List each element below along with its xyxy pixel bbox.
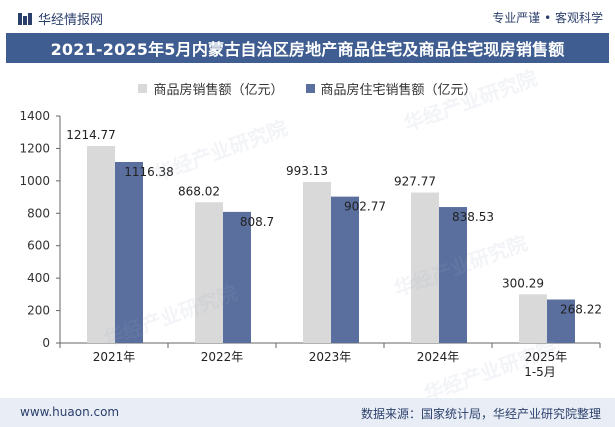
top-bar: 华经情报网 专业严谨 • 客观科学 [0,0,615,33]
data-label: 808.7 [240,215,274,229]
x-tick-label: 1-5月 [524,365,556,379]
legend-swatch-series2 [305,83,315,93]
x-tick-label: 2024年 [417,350,460,364]
y-tick-label: 1400 [19,109,50,123]
footer-source: 数据来源：国家统计局，华经产业研究院整理 [360,407,601,421]
legend-label-series1: 商品房销售额（亿元） [153,82,284,98]
legend-label-series2: 商品房住宅销售额（亿元） [320,82,477,98]
legend-item-series2[interactable]: 商品房住宅销售额（亿元） [305,78,477,98]
x-tick-label: 2022年 [201,350,244,364]
y-tick-label: 400 [27,271,50,285]
legend: 商品房销售额（亿元） 商品房住宅销售额（亿元） [0,78,615,98]
data-label: 268.22 [560,303,602,317]
bar-sales [87,146,115,343]
bar-residential [223,211,251,343]
logo[interactable]: 华经情报网 [18,9,103,28]
data-label: 902.77 [344,200,386,214]
slogan: 专业严谨 • 客观科学 [492,11,603,25]
bar-chart: 0 200 400 600 800 1000 1200 1400 1214.77 1116.38 2… [19,109,602,379]
bar-sales [303,181,331,343]
bar-residential [439,207,467,343]
bar-residential [331,196,359,343]
data-label: 993.13 [286,164,328,178]
x-tick-label: 2021年 [93,350,136,364]
data-label: 1116.38 [124,165,174,179]
x-tick-label: 2025年 [525,350,568,364]
footer-website[interactable]: www.huaon.com [20,405,120,419]
data-label: 927.77 [394,175,436,189]
legend-swatch-series1 [138,83,148,93]
bar-residential [547,299,575,343]
bar-residential [115,161,143,343]
x-tick-label: 2023年 [309,350,352,364]
data-label: 838.53 [452,210,494,224]
logo-icon [18,12,32,25]
legend-item-series1[interactable]: 商品房销售额（亿元） [138,78,284,98]
y-tick-label: 800 [27,206,50,220]
y-tick-label: 1000 [19,174,50,188]
data-label: 1214.77 [66,128,116,142]
chart-title: 2021-2025年5月内蒙古自治区房地产商品住宅及商品住宅现房销售额 [6,33,609,63]
data-label: 868.02 [178,184,220,198]
bar-sales [411,192,439,343]
y-tick-label: 600 [27,239,50,253]
y-tick-label: 200 [27,304,50,318]
footer: www.huaon.com 数据来源：国家统计局，华经产业研究院整理 [0,398,615,427]
y-tick-label: 1200 [19,141,50,155]
y-tick-label: 0 [42,336,50,350]
bar-sales [195,202,223,343]
data-label: 300.29 [502,276,544,290]
bar-sales [519,294,547,343]
logo-text: 华经情报网 [38,13,104,28]
